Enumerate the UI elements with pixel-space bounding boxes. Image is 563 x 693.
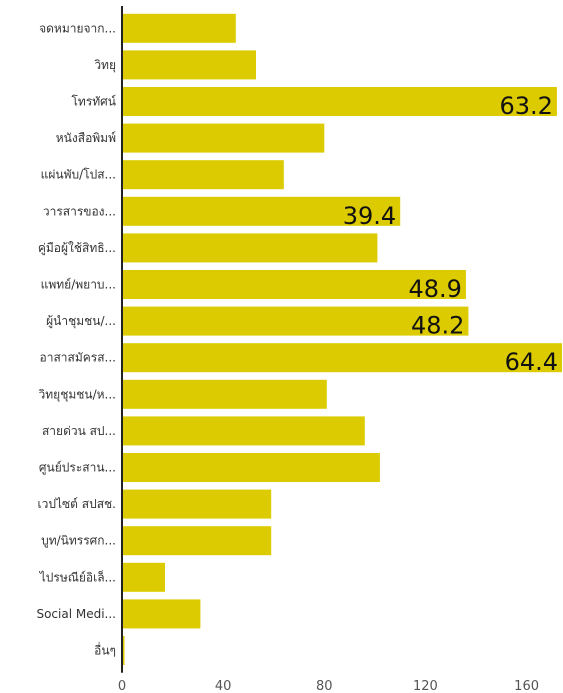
category-label-3: หนังสือพิมพ์ (56, 131, 116, 145)
category-label-9: อาสาสมัครส... (40, 351, 116, 365)
category-label-6: คู่มือผู้ใช้สิทธิ... (38, 241, 116, 256)
x-tick-label-2: 80 (316, 679, 333, 693)
category-label-1: วิทยุ (94, 58, 116, 73)
category-label-2: โทรทัศน์ (71, 95, 116, 109)
data-label-2: 63.2 (499, 92, 552, 120)
category-label-16: Social Medi... (36, 607, 116, 621)
category-label-5: วารสารของ... (43, 204, 116, 218)
category-label-8: ผู้นำชุมชน/... (46, 314, 116, 329)
bar-15 (122, 562, 165, 592)
bar-6 (122, 233, 378, 263)
category-label-0: จดหมายจาก... (39, 21, 116, 35)
bar-3 (122, 123, 325, 153)
category-label-17: อื่นๆ (94, 642, 116, 658)
bar-7 (122, 270, 466, 299)
bars-group (122, 13, 562, 665)
bar-4 (122, 160, 284, 190)
bar-13 (122, 489, 272, 519)
bar-12 (122, 453, 380, 482)
category-label-14: บูท/นิทรรศก... (41, 534, 116, 549)
x-tick-label-4: 160 (514, 679, 539, 693)
x-tick-label-1: 40 (215, 679, 232, 693)
category-label-12: ศูนย์ประสาน... (39, 461, 116, 476)
category-label-10: วิทยุชุมชน/ห... (38, 387, 116, 402)
bar-14 (122, 526, 272, 556)
bar-11 (122, 416, 365, 446)
bar-10 (122, 379, 327, 409)
data-label-9: 64.4 (505, 348, 558, 376)
bar-9 (122, 343, 562, 373)
data-label-7: 48.9 (408, 275, 461, 303)
bar-0 (122, 13, 236, 43)
category-label-7: แพทย์/พยาบ... (41, 278, 116, 292)
x-tick-labels-group: 0 40 80 120 160 (118, 679, 539, 693)
data-labels-group: 63.2 39.4 48.9 48.2 64.4 (343, 92, 558, 376)
category-label-15: ไปรษณีย์อิเล็... (39, 569, 116, 584)
data-label-8: 48.2 (411, 312, 464, 340)
category-label-4: แผ่นพับ/โปส... (41, 168, 116, 182)
bar-17 (122, 636, 125, 665)
category-label-11: สายด่วน สป... (42, 424, 116, 438)
category-label-13: เวปไซต์ สปสช. (38, 497, 116, 511)
x-tick-label-0: 0 (118, 679, 126, 693)
data-label-5: 39.4 (343, 202, 396, 230)
bar-1 (122, 50, 256, 80)
bar-2 (122, 87, 557, 116)
x-tick-label-3: 120 (413, 679, 438, 693)
bar-5 (122, 196, 401, 226)
bar-16 (122, 599, 201, 629)
category-labels-group: จดหมายจาก... วิทยุโทรทัศน์หนังสือพิมพ์แผ่… (36, 21, 116, 657)
bar-8 (122, 306, 469, 336)
